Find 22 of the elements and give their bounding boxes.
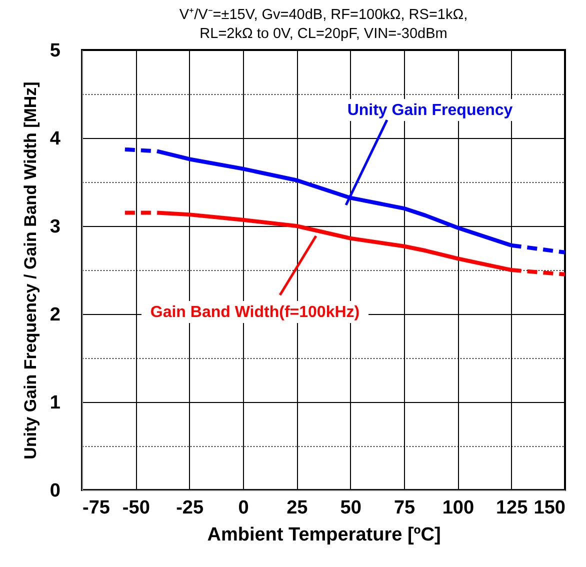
y-tick-label: 0 xyxy=(50,480,60,502)
y-axis-title: Unity Gain Frequency / Gain Band Width [MHz] xyxy=(20,82,40,460)
x-tick-label: -50 xyxy=(122,498,150,518)
y-tick-label: 5 xyxy=(50,40,61,62)
x-tick-label: 100 xyxy=(442,498,474,518)
x-tick-label: 125 xyxy=(496,498,528,518)
x-axis-title: Ambient Temperature [ºC] xyxy=(207,524,441,546)
text: V⁺/V⁻=±15V, Gv=40dB, RF=100kΩ, RS=1kΩ, xyxy=(179,7,468,23)
y-tick-label: 1 xyxy=(50,392,61,414)
text: Unity Gain Frequency xyxy=(347,102,513,119)
x-tick-label: 50 xyxy=(340,498,362,518)
text: RL=2kΩ to 0V, CL=20pF, VIN=-30dBm xyxy=(200,26,448,42)
x-tick-label: -25 xyxy=(176,498,204,518)
x-tick-label: 150 xyxy=(534,498,566,518)
x-tick-label: 0 xyxy=(238,498,249,518)
y-tick-label: 2 xyxy=(50,304,60,326)
text: Gain Band Width(f=100kHz) xyxy=(150,304,360,321)
x-tick-label: 25 xyxy=(286,498,308,518)
x-tick-label: 75 xyxy=(394,498,416,518)
x-tick-label: -75 xyxy=(82,498,110,518)
y-tick-label: 3 xyxy=(50,216,60,238)
y-tick-label: 4 xyxy=(50,128,61,150)
